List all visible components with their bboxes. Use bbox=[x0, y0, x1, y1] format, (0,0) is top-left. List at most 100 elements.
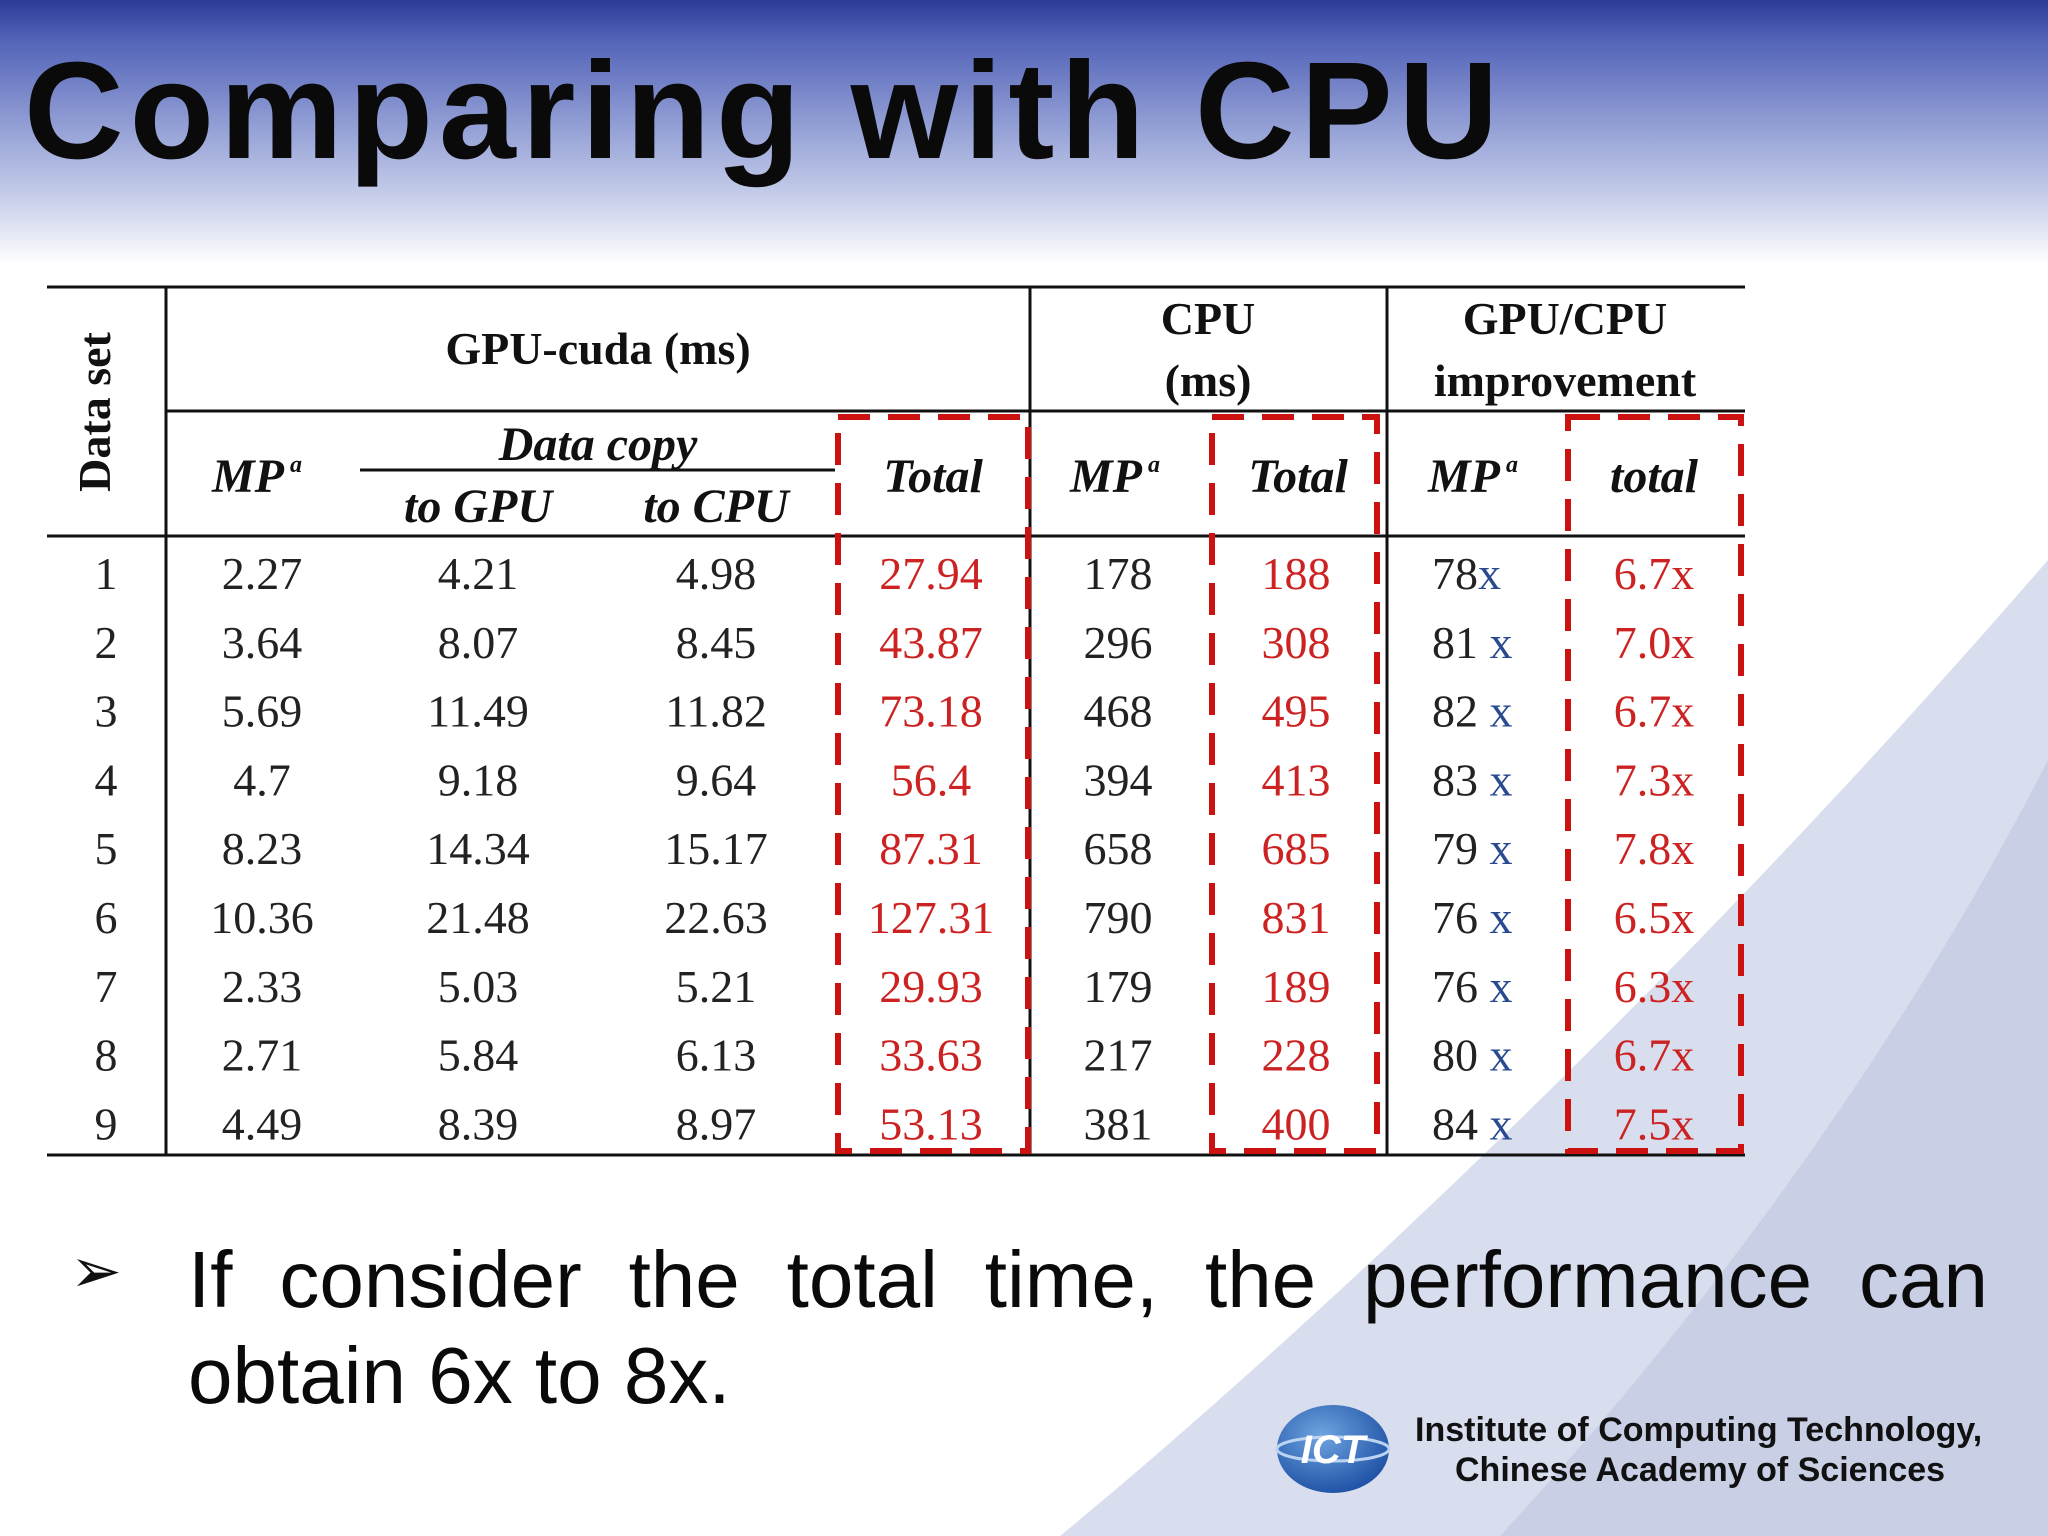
impr-total-cell: 6.7x bbox=[1614, 548, 1695, 599]
cpu-mp-cell: 468 bbox=[1084, 686, 1153, 737]
impr-mp-cell: 80 x bbox=[1432, 1030, 1513, 1081]
cpu-group-header-line2: (ms) bbox=[1165, 355, 1252, 406]
gpu-mp-cell: 2.33 bbox=[222, 961, 303, 1012]
cpu-mp-cell: 296 bbox=[1084, 617, 1153, 668]
impr-mp-cell: 81 x bbox=[1432, 617, 1513, 668]
to-cpu-cell: 15.17 bbox=[664, 823, 768, 874]
gpu-total-cell: 29.93 bbox=[879, 961, 983, 1012]
dataset-cell: 3 bbox=[95, 686, 118, 737]
to-gpu-cell: 14.34 bbox=[426, 823, 530, 874]
to-gpu-cell: 5.84 bbox=[438, 1030, 519, 1081]
impr-total-cell: 6.3x bbox=[1614, 961, 1695, 1012]
gpu-total-cell: 53.13 bbox=[879, 1098, 983, 1149]
impr-mp-cell: 79 x bbox=[1432, 823, 1513, 874]
gpu-mp-header: MP bbox=[211, 450, 285, 503]
cpu-total-cell: 189 bbox=[1262, 961, 1331, 1012]
gpu-mp-cell: 5.69 bbox=[222, 686, 303, 737]
dataset-cell: 7 bbox=[95, 961, 118, 1012]
cpu-mp-header: MP bbox=[1069, 450, 1143, 503]
gpu-mp-cell: 2.71 bbox=[222, 1030, 303, 1081]
institute-name: Institute of Computing Technology, bbox=[1415, 1411, 1983, 1449]
header-band bbox=[0, 0, 2048, 270]
to-gpu-cell: 8.39 bbox=[438, 1098, 519, 1149]
gpu-group-header: GPU-cuda (ms) bbox=[445, 323, 750, 374]
gpu-mp-cell: 10.36 bbox=[210, 892, 314, 943]
gpu-total-cell: 43.87 bbox=[879, 617, 983, 668]
cpu-total-cell: 831 bbox=[1262, 892, 1331, 943]
gpu-mp-cell: 4.49 bbox=[222, 1098, 303, 1149]
impr-total-cell: 7.3x bbox=[1614, 754, 1695, 805]
improvement-header-line1: GPU/CPU bbox=[1463, 293, 1667, 344]
dataset-header: Data set bbox=[69, 331, 120, 491]
to-cpu-cell: 11.82 bbox=[665, 686, 767, 737]
cpu-total-highlight-box bbox=[1209, 414, 1380, 1154]
cpu-mp-header-sup: a bbox=[1148, 452, 1160, 478]
to-gpu-cell: 9.18 bbox=[438, 754, 519, 805]
gpu-mp-cell: 4.7 bbox=[233, 754, 291, 805]
cpu-mp-cell: 658 bbox=[1084, 823, 1153, 874]
footer: ICT Institute of Computing Technology, C… bbox=[1275, 1395, 2015, 1495]
gpu-mp-cell: 3.64 bbox=[222, 617, 303, 668]
to-cpu-cell: 9.64 bbox=[676, 754, 757, 805]
cpu-total-cell: 188 bbox=[1262, 548, 1331, 599]
impr-mp-cell: 78x bbox=[1432, 548, 1501, 599]
to-gpu-cell: 4.21 bbox=[438, 548, 519, 599]
cpu-mp-cell: 394 bbox=[1084, 754, 1153, 805]
impr-total-cell: 6.7x bbox=[1614, 686, 1695, 737]
dataset-cell: 5 bbox=[95, 823, 118, 874]
impr-mp-header: MP bbox=[1427, 450, 1501, 503]
impr-mp-cell: 76 x bbox=[1432, 892, 1513, 943]
cpu-total-cell: 308 bbox=[1262, 617, 1331, 668]
slide-title: Comparing with CPU bbox=[24, 34, 1505, 188]
impr-total-cell: 6.5x bbox=[1614, 892, 1695, 943]
impr-mp-cell: 82 x bbox=[1432, 686, 1513, 737]
academy-name: Chinese Academy of Sciences bbox=[1455, 1451, 1946, 1489]
ict-logo: ICT bbox=[1275, 1405, 1391, 1493]
cpu-total-cell: 495 bbox=[1262, 686, 1331, 737]
to-cpu-cell: 8.97 bbox=[676, 1098, 757, 1149]
cpu-total-cell: 228 bbox=[1262, 1030, 1331, 1081]
dataset-cell: 6 bbox=[95, 892, 118, 943]
cpu-mp-cell: 178 bbox=[1084, 548, 1153, 599]
gpu-total-header: Total bbox=[883, 450, 983, 503]
to-gpu-header: to GPU bbox=[404, 480, 554, 533]
to-gpu-cell: 21.48 bbox=[426, 892, 530, 943]
gpu-total-cell: 127.31 bbox=[868, 892, 995, 943]
data-copy-header: Data copy bbox=[498, 418, 698, 471]
gpu-total-cell: 87.31 bbox=[879, 823, 983, 874]
gpu-total-cell: 27.94 bbox=[879, 548, 983, 599]
cpu-total-header: Total bbox=[1248, 450, 1348, 503]
to-cpu-cell: 5.21 bbox=[676, 961, 757, 1012]
impr-total-header: total bbox=[1610, 450, 1699, 503]
to-cpu-cell: 4.98 bbox=[676, 548, 757, 599]
to-cpu-cell: 6.13 bbox=[676, 1030, 757, 1081]
to-cpu-header: to CPU bbox=[643, 480, 791, 533]
to-cpu-cell: 8.45 bbox=[676, 617, 757, 668]
dataset-cell: 2 bbox=[95, 617, 118, 668]
impr-total-cell: 7.5x bbox=[1614, 1098, 1695, 1149]
impr-total-cell: 6.7x bbox=[1614, 1030, 1695, 1081]
cpu-mp-cell: 179 bbox=[1084, 961, 1153, 1012]
to-gpu-cell: 8.07 bbox=[438, 617, 519, 668]
cpu-mp-cell: 790 bbox=[1084, 892, 1153, 943]
gpu-total-cell: 33.63 bbox=[879, 1030, 983, 1081]
gpu-total-cell: 73.18 bbox=[879, 686, 983, 737]
dataset-cell: 1 bbox=[95, 548, 118, 599]
impr-mp-cell: 76 x bbox=[1432, 961, 1513, 1012]
cpu-total-cell: 685 bbox=[1262, 823, 1331, 874]
cpu-total-cell: 413 bbox=[1262, 754, 1331, 805]
impr-mp-header-sup: a bbox=[1506, 452, 1518, 478]
table-body: 1 2.27 4.21 4.98 27.94 178 188 6.7x 78x 2 3.64 8.07… bbox=[95, 548, 1695, 1149]
cpu-mp-cell: 217 bbox=[1084, 1030, 1153, 1081]
impr-mp-cell: 83 x bbox=[1432, 754, 1513, 805]
gpu-mp-cell: 8.23 bbox=[222, 823, 303, 874]
arrow-bullet-icon: ➢ bbox=[70, 1234, 122, 1307]
dataset-cell: 4 bbox=[95, 754, 118, 805]
gpu-total-highlight-box bbox=[835, 414, 1031, 1154]
dataset-cell: 9 bbox=[95, 1098, 118, 1149]
cpu-group-header-line1: CPU bbox=[1161, 293, 1256, 344]
to-gpu-cell: 5.03 bbox=[438, 961, 519, 1012]
impr-total-cell: 7.0x bbox=[1614, 617, 1695, 668]
